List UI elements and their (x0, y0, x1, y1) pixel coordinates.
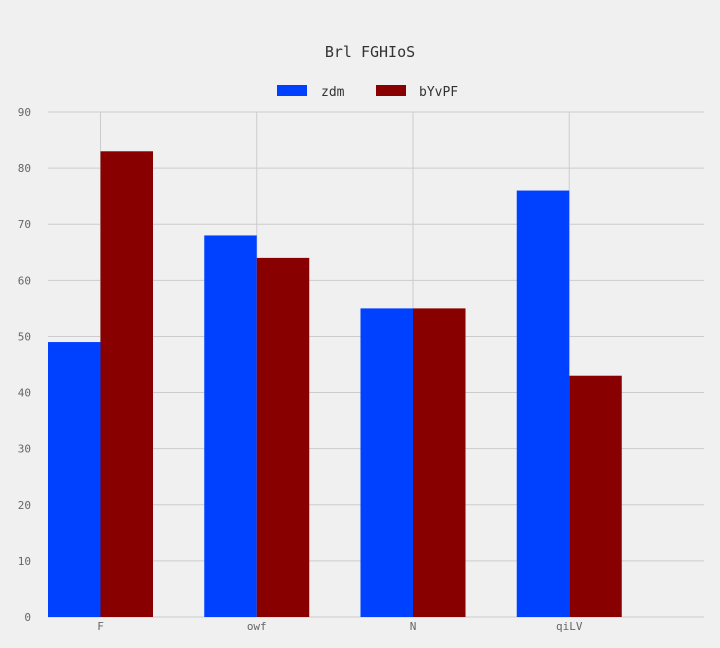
bar-bYvPF-N (413, 308, 466, 617)
bar-bYvPF-owf (256, 257, 310, 617)
legend-label-bYvPF: bYvPF (419, 85, 458, 100)
y-tick-label-80: 80 (18, 162, 31, 175)
legend-swatch-zdm (277, 85, 307, 96)
chart-title: Brl FGHIoS (325, 43, 415, 61)
y-tick-label-90: 90 (18, 106, 31, 119)
bar-bYvPF-qiLV (569, 375, 622, 617)
y-tick-label-30: 30 (18, 443, 31, 456)
y-tick-label-50: 50 (18, 330, 31, 343)
y-tick-label-20: 20 (18, 499, 31, 512)
legend-label-zdm: zdm (321, 85, 345, 100)
y-tick-label-0: 0 (24, 611, 31, 624)
x-tick-label-qiLV: qiLV (556, 620, 583, 633)
y-tick-label-60: 60 (18, 274, 31, 287)
y-tick-label-70: 70 (18, 218, 31, 231)
y-axis: 0 10 20 30 40 50 60 70 80 90 (18, 106, 31, 624)
legend-swatch-bYvPF (376, 85, 406, 96)
x-tick-label-N: N (410, 620, 417, 633)
bars (48, 151, 622, 618)
x-tick-label-owf: owf (247, 620, 267, 633)
bar-zdm-N (360, 308, 413, 617)
y-tick-label-10: 10 (18, 555, 31, 568)
y-tick-label-40: 40 (18, 387, 31, 400)
bar-zdm-owf (204, 235, 257, 617)
bar-bYvPF-F (100, 151, 153, 617)
x-tick-label-F: F (97, 620, 104, 633)
bar-zdm-qiLV (516, 190, 570, 618)
bar-zdm-F (48, 342, 101, 617)
legend: zdm bYvPF (277, 85, 458, 100)
